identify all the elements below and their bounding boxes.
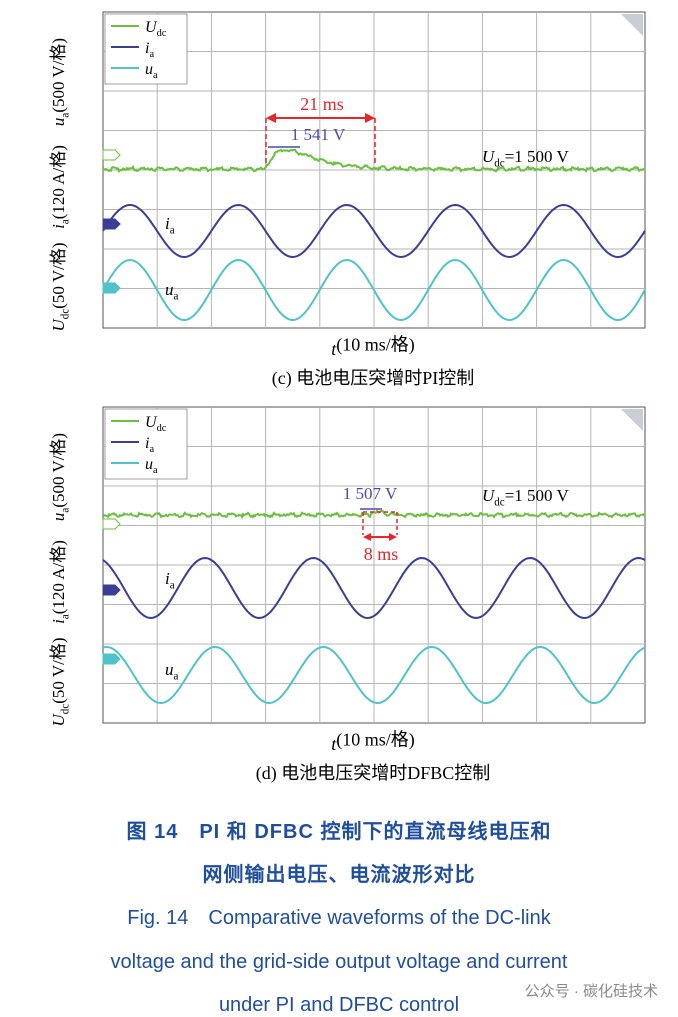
corner-icon xyxy=(621,14,643,36)
legend-label: ia xyxy=(145,435,154,455)
caption-en: under PI and DFBC control xyxy=(219,994,459,1016)
duration-label: 21 ms xyxy=(300,94,344,114)
legend-label: Udc xyxy=(145,19,167,39)
subscript: a xyxy=(149,444,154,455)
y-axis-label: ia(120 A/格) xyxy=(49,145,71,229)
legend-label: ia xyxy=(145,40,154,60)
subscript: a xyxy=(149,49,154,60)
ia-trace xyxy=(102,203,646,259)
subscript: dc xyxy=(157,28,167,39)
channel-tag xyxy=(102,282,121,294)
caption-en: voltage and the grid-side output voltage… xyxy=(111,951,568,973)
udc-trace xyxy=(102,148,646,174)
symbol: t xyxy=(331,734,337,754)
channel-tag xyxy=(102,149,121,161)
symbol: U xyxy=(482,486,496,505)
arrowhead xyxy=(363,533,397,541)
subscript: dc xyxy=(59,704,71,715)
subscript: dc xyxy=(59,309,71,320)
y-axis-label: ua(500 V/格) xyxy=(49,38,71,126)
peak-label: 1 541 V xyxy=(291,125,346,144)
label-text: =1 500 V xyxy=(505,486,570,505)
symbol: i xyxy=(49,224,68,229)
channel-tag xyxy=(102,218,121,230)
y-axis-label: ia(120 A/格) xyxy=(49,540,71,624)
corner-icon xyxy=(621,409,643,431)
symbol: U xyxy=(145,414,158,431)
caption-en: Fig. 14 Comparative waveforms of the DC-… xyxy=(127,907,551,929)
symbol: u xyxy=(165,660,174,679)
subscript: a xyxy=(59,508,71,513)
y-axis-label: Udc(50 V/格) xyxy=(49,243,71,332)
symbol: u xyxy=(165,280,174,299)
symbol: u xyxy=(145,456,153,473)
label-text: (10 ms/格) xyxy=(336,730,415,751)
subscript: a xyxy=(174,670,179,682)
subscript: a xyxy=(59,219,71,224)
label-text: (500 V/格) xyxy=(49,38,68,113)
symbol: i xyxy=(145,40,149,57)
subscript: dc xyxy=(494,496,505,508)
label-text: (500 V/格) xyxy=(49,433,68,508)
symbol: u xyxy=(145,61,153,78)
trace-label: ua xyxy=(165,280,179,302)
label-text: (120 A/格) xyxy=(49,540,68,614)
symbol: i xyxy=(49,619,68,624)
y-axis-label: ua(500 V/格) xyxy=(49,433,71,521)
steady-label: Udc=1 500 V xyxy=(482,486,569,508)
label-text: (10 ms/格) xyxy=(336,335,415,356)
subscript: dc xyxy=(157,423,167,434)
x-axis-label: t(10 ms/格) xyxy=(331,335,415,360)
subscript: a xyxy=(59,113,71,118)
symbol: U xyxy=(145,19,158,36)
channel-tag xyxy=(102,518,121,530)
y-axis-label: Udc(50 V/格) xyxy=(49,638,71,727)
channel-tag xyxy=(102,653,121,665)
trace-label: ua xyxy=(165,660,179,682)
subscript: a xyxy=(153,465,158,476)
x-axis-label: t(10 ms/格) xyxy=(331,730,415,755)
label-text: (50 V/格) xyxy=(49,638,68,704)
legend-label: ua xyxy=(145,456,158,476)
subscript: a xyxy=(170,224,175,236)
label-text: (50 V/格) xyxy=(49,243,68,309)
caption-zh: 图 14 PI 和 DFBC 控制下的直流母线电压和 xyxy=(127,819,552,843)
symbol: U xyxy=(482,147,496,166)
symbol: U xyxy=(49,712,68,726)
panel-caption: (d) 电池电压突增时DFBC控制 xyxy=(256,763,491,784)
subscript: dc xyxy=(494,157,505,169)
legend-label: Udc xyxy=(145,414,167,434)
peak-label: 1 507 V xyxy=(343,484,398,503)
ia-trace xyxy=(102,556,646,620)
symbol: u xyxy=(49,513,68,522)
marker-box xyxy=(362,511,398,535)
ua-trace xyxy=(102,258,646,322)
watermark: 公众号 · 碳化硅技术 xyxy=(525,983,658,1000)
channel-tag xyxy=(102,584,121,596)
symbol: t xyxy=(331,339,337,359)
symbol: U xyxy=(49,317,68,331)
subscript: a xyxy=(170,579,175,591)
subscript: a xyxy=(59,614,71,619)
panel-caption: (c) 电池电压突增时PI控制 xyxy=(272,368,474,389)
symbol: i xyxy=(145,435,149,452)
label-text: (120 A/格) xyxy=(49,145,68,219)
symbol: u xyxy=(49,118,68,127)
symbol: i xyxy=(165,214,170,233)
steady-label: Udc=1 500 V xyxy=(482,147,569,169)
subscript: a xyxy=(153,70,158,81)
trace-label: ia xyxy=(165,214,175,236)
ua-trace xyxy=(102,645,646,705)
label-text: =1 500 V xyxy=(505,147,570,166)
subscript: a xyxy=(174,290,179,302)
trace-label: ia xyxy=(165,569,175,591)
symbol: i xyxy=(165,569,170,588)
caption-zh: 网侧输出电压、电流波形对比 xyxy=(203,862,476,886)
legend-label: ua xyxy=(145,61,158,81)
duration-label: 8 ms xyxy=(364,544,399,564)
